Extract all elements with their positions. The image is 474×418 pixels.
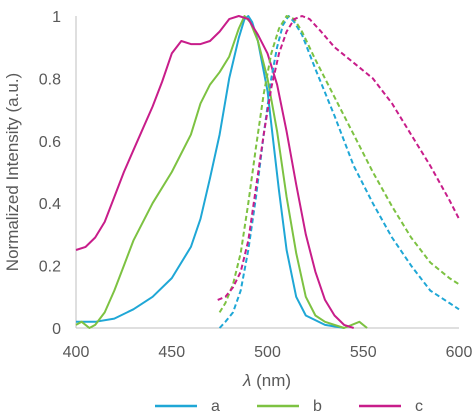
series-line-b-dashed	[218, 15, 460, 313]
series-line-c-dashed	[217, 15, 460, 301]
series-line-a-solid	[76, 15, 345, 329]
x-tick-label: 500	[254, 344, 281, 361]
x-axis-unit: (nm)	[256, 371, 291, 390]
y-tick-label: 0.2	[39, 259, 61, 276]
legend-label-a: a	[211, 398, 220, 415]
series-line-a-dashed	[218, 15, 460, 329]
x-axis-title: λ (nm)	[242, 371, 291, 390]
series-line-c-solid	[75, 15, 355, 329]
x-tick-label: 600	[446, 344, 473, 361]
x-axis-symbol: λ	[242, 371, 251, 390]
legend-label-b: b	[313, 398, 322, 415]
y-tick-label: 1	[52, 9, 61, 26]
y-tick-label: 0.6	[39, 134, 61, 151]
legend: a b c	[155, 398, 423, 415]
y-tick-label: 0.8	[39, 71, 61, 88]
y-tick-label: 0	[52, 321, 61, 338]
series-line-b-solid	[75, 15, 368, 329]
y-axis-title: Normalized Intensity (a.u.)	[3, 73, 22, 271]
series-layer	[75, 15, 460, 329]
axes: 0 0.2 0.4 0.6 0.8 1 400 450 500 550 600	[39, 9, 473, 361]
x-tick-label: 550	[350, 344, 377, 361]
y-tick-label: 0.4	[39, 196, 61, 213]
x-tick-label: 450	[158, 344, 185, 361]
x-tick-label: 400	[63, 344, 90, 361]
legend-label-c: c	[415, 398, 423, 415]
